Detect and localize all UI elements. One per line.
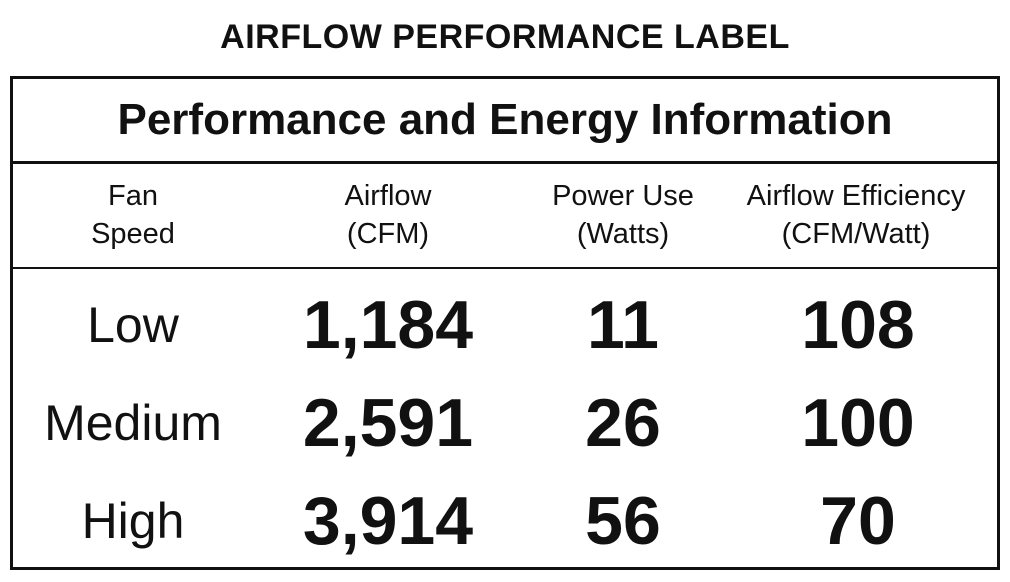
column-header-line: (CFM) <box>346 218 430 250</box>
column-header-line: Power Use <box>552 180 694 212</box>
power-use-cell: 56 <box>585 483 661 559</box>
performance-panel: Performance and Energy Information Fan S… <box>10 76 1000 570</box>
airflow-cell: 1,184 <box>302 287 474 363</box>
column-header-line: Fan <box>108 180 158 212</box>
power-use-cell: 11 <box>587 287 659 363</box>
table-row: High 3,914 56 70 <box>13 473 997 569</box>
fan-speed-cell: High <box>81 493 185 549</box>
airflow-efficiency-cell: 70 <box>820 483 896 559</box>
power-use-cell: 26 <box>585 385 661 461</box>
column-header-airflow-efficiency: Airflow Efficiency (CFM/Watt) <box>725 177 987 253</box>
table-row: Low 1,184 11 108 <box>13 277 997 373</box>
label-title: AIRFLOW PERFORMANCE LABEL <box>220 18 790 56</box>
column-header-line: Speed <box>91 218 175 250</box>
column-header-line: Airflow Efficiency <box>746 180 966 212</box>
airflow-efficiency-cell: 100 <box>801 385 915 461</box>
header-divider <box>13 267 997 269</box>
fan-speed-cell: Low <box>87 297 179 353</box>
column-header-airflow: Airflow (CFM) <box>278 177 498 253</box>
panel-heading: Performance and Energy Information <box>13 79 997 164</box>
column-header-line: Airflow <box>344 180 432 212</box>
airflow-cell: 2,591 <box>302 385 474 461</box>
fan-speed-cell: Medium <box>44 395 222 451</box>
column-header-power-use: Power Use (Watts) <box>518 177 728 253</box>
column-header-line: (Watts) <box>576 218 670 250</box>
table-row: Medium 2,591 26 100 <box>13 375 997 471</box>
column-header-line: (CFM/Watt) <box>781 218 931 250</box>
column-header-fan-speed: Fan Speed <box>43 177 223 253</box>
airflow-cell: 3,914 <box>302 483 474 559</box>
airflow-efficiency-cell: 108 <box>801 287 915 363</box>
